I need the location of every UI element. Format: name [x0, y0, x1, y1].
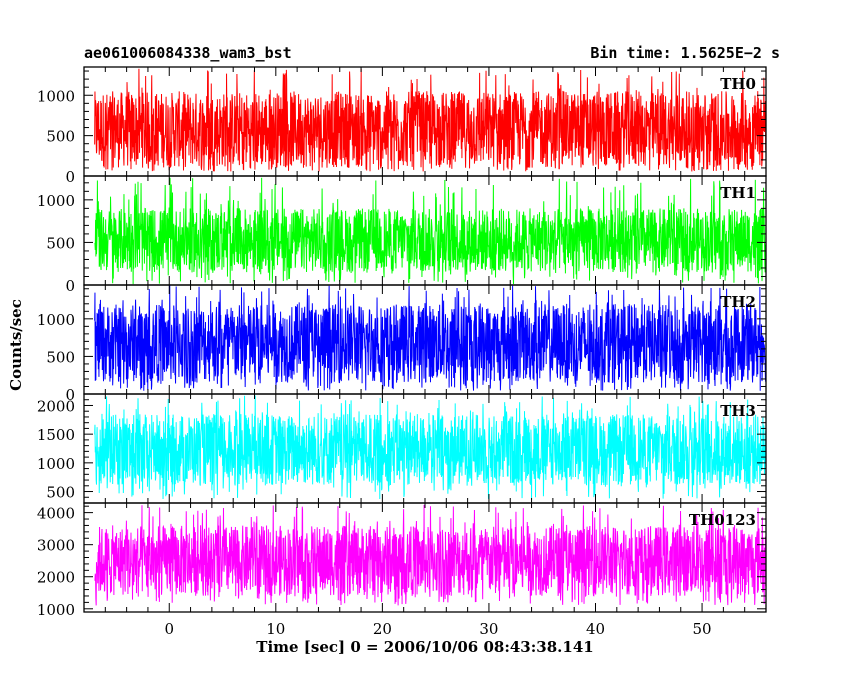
panel-th3: 500 1000 1500 2000 TH3: [37, 393, 767, 504]
x-tick-label: 0: [164, 620, 174, 638]
series-line-th1: [94, 177, 767, 285]
y-tick-label: 1000: [37, 311, 75, 329]
y-tick-label: 500: [46, 234, 75, 252]
y-tick-label: 500: [46, 484, 75, 502]
x-axis-label: Time [sec] 0 = 2006/10/06 08:43:38.141: [256, 638, 594, 656]
series-line-th0: [94, 68, 767, 172]
y-axis-label: Counts/sec: [7, 299, 25, 391]
x-tick-label: 40: [586, 620, 605, 638]
x-tick-label: 10: [266, 620, 285, 638]
y-tick-label: 1000: [37, 192, 75, 210]
panel-th0123: 1000 2000 3000 4000 TH0123: [37, 502, 767, 619]
panel-th1: 0 500 1000 TH1: [37, 175, 767, 295]
y-tick-label: 0: [65, 168, 75, 186]
panel-label-th0: TH0: [720, 75, 756, 93]
y-tick-label: 1000: [37, 455, 75, 473]
y-tick-label: 500: [46, 348, 75, 366]
y-tick-label: 0: [65, 386, 75, 404]
panel-th2: 0 500 1000 TH2: [37, 284, 767, 404]
bin-time-label: Bin time: 1.5625E−2 s: [590, 44, 780, 62]
x-tick-label: 20: [373, 620, 392, 638]
series-line-th0123: [94, 504, 767, 606]
panel-label-th3: TH3: [720, 402, 756, 420]
x-tick-label: 50: [693, 620, 712, 638]
y-tick-label: 0: [65, 277, 75, 295]
y-tick-label: 3000: [37, 537, 75, 555]
y-tick-label: 1000: [37, 87, 75, 105]
panel-label-th2: TH2: [720, 293, 756, 311]
series-line-th3: [94, 395, 767, 500]
y-tick-label: 2000: [37, 397, 75, 415]
y-tick-label: 2000: [37, 569, 75, 587]
series-line-th2: [94, 285, 767, 391]
y-tick-label: 1500: [37, 426, 75, 444]
panel-th0: 0 500 1000 TH0: [37, 66, 767, 186]
y-tick-label: 500: [46, 128, 75, 146]
y-tick-label: 1000: [37, 601, 75, 619]
panel-label-th1: TH1: [720, 184, 756, 202]
observation-title: ae061006084338_wam3_bst: [84, 44, 292, 62]
y-tick-label: 4000: [37, 505, 75, 523]
x-tick-label: 30: [479, 620, 498, 638]
panel-label-th0123: TH0123: [689, 511, 756, 529]
